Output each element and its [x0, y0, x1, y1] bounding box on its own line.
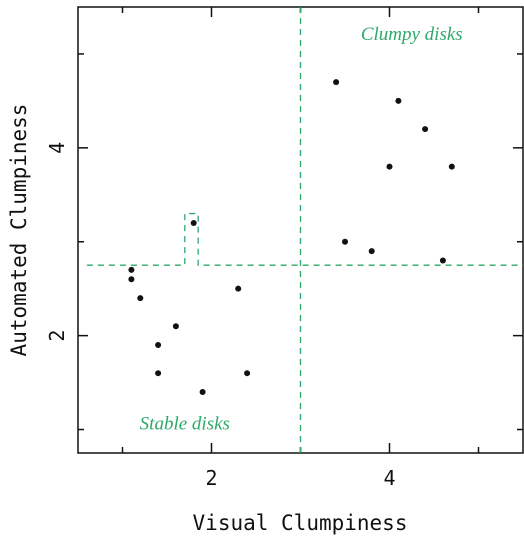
data-point [448, 163, 455, 170]
data-point [155, 342, 162, 349]
data-point [333, 79, 340, 86]
data-point [395, 97, 402, 104]
data-point [128, 266, 135, 273]
x-tick-label: 2 [205, 466, 217, 490]
y-tick-label: 4 [45, 142, 69, 154]
annotations: Clumpy disks Stable disks [140, 24, 463, 435]
data-point [244, 370, 251, 377]
y-axis-title: Automated Clumpiness [7, 104, 31, 357]
annotation-label: Clumpy disks [361, 24, 463, 45]
divider-lines [86, 7, 523, 453]
data-point [235, 285, 242, 292]
data-point [190, 219, 197, 226]
data-point [199, 388, 206, 395]
data-point [128, 276, 135, 283]
data-point [368, 248, 375, 255]
data-point [172, 323, 179, 330]
data-point [137, 295, 144, 302]
data-point [439, 257, 446, 264]
data-point [386, 163, 393, 170]
axis-tick-labels: 2 4 2 4 [45, 142, 396, 490]
y-tick-label: 2 [45, 330, 69, 342]
data-point [422, 126, 429, 133]
annotation-label: Stable disks [140, 414, 230, 435]
data-points [128, 79, 455, 395]
data-point [155, 370, 162, 377]
horizontal-divider-line [86, 212, 523, 266]
x-tick-label: 4 [383, 466, 395, 490]
axis-ticks [78, 7, 523, 453]
x-axis-title: Visual Clumpiness [193, 511, 408, 535]
data-point [342, 238, 348, 245]
